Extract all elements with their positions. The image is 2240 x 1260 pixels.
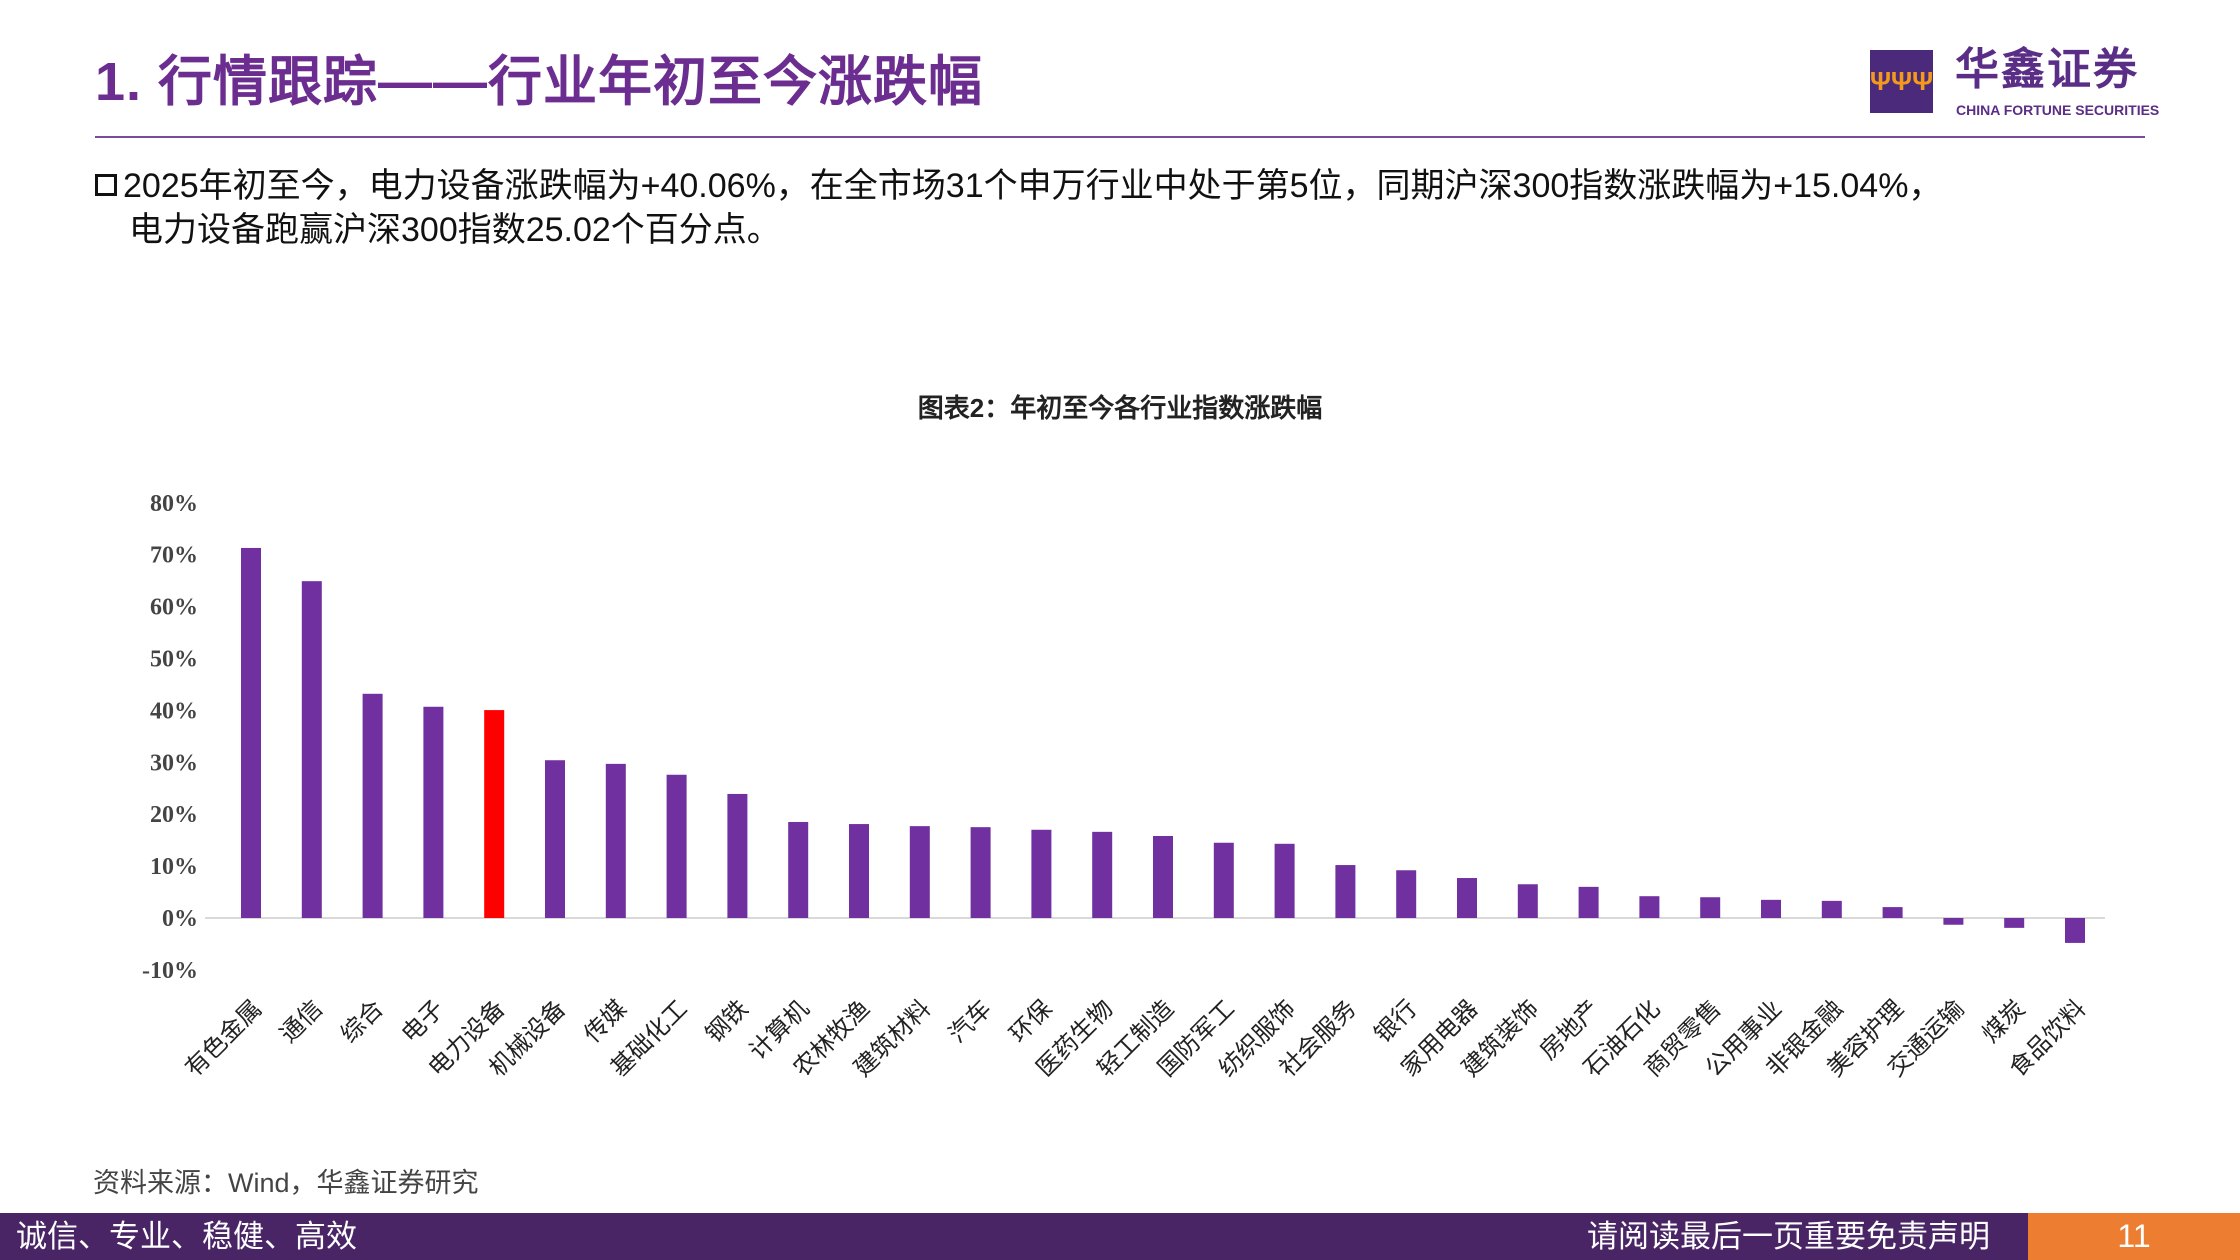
bar-19 [1396, 870, 1417, 918]
bar-17 [1274, 843, 1295, 918]
category-label: 综合 [335, 994, 389, 1048]
bar-23 [1639, 896, 1660, 918]
y-tick-label: 10% [150, 854, 198, 880]
y-tick-label: 20% [150, 802, 198, 828]
bar-28 [1943, 918, 1964, 925]
summary-line-1: 2025年初至今，电力设备涨跌幅为+40.06%，在全市场31个申万行业中处于第… [123, 167, 1943, 205]
bar-18 [1335, 865, 1356, 918]
y-tick-label: 0% [162, 906, 198, 932]
bar-2 [362, 693, 383, 918]
bar-3 [423, 706, 444, 918]
page-title: 1. 行情跟踪——行业年初至今涨跌幅 [95, 52, 984, 112]
category-label: 通信 [274, 994, 328, 1048]
title-divider [95, 136, 2145, 138]
category-label: 有色金属 [180, 994, 268, 1082]
y-tick-label: 40% [150, 698, 198, 724]
square-bullet-icon [95, 174, 117, 196]
bar-25 [1761, 899, 1781, 918]
category-label: 电子 [396, 994, 450, 1048]
y-tick-label: 70% [150, 543, 198, 569]
bar-14 [1092, 831, 1113, 918]
bar-chart: -10% 0% 10% 20% 30% 40% 50% 60% 70% 80% 有色金属 通信 综合 电子… [142, 491, 2105, 1082]
bar-8 [727, 793, 748, 918]
y-tick-label: 30% [150, 750, 198, 776]
bar-4 [484, 710, 505, 918]
y-tick-label: 50% [150, 647, 198, 673]
bar-26 [1821, 900, 1842, 918]
bar-24 [1700, 897, 1721, 918]
category-label: 银行 [1369, 994, 1423, 1048]
bar-7 [666, 774, 687, 918]
bar-9 [788, 821, 809, 918]
page-number: 11 [2028, 1213, 2240, 1260]
bar-27 [1882, 907, 1903, 918]
category-label: 传媒 [578, 994, 632, 1048]
category-label: 煤炭 [1977, 994, 2031, 1048]
y-tick-label: -10% [142, 958, 198, 984]
logo-name-en: CHINA FORTUNE SECURITIES [1956, 102, 2160, 118]
bar-20 [1457, 878, 1477, 918]
logo-emblem-icon: ΨΨΨ [1870, 50, 1933, 113]
summary-text: 2025年初至今，电力设备涨跌幅为+40.06%，在全市场31个申万行业中处于第… [95, 164, 2195, 252]
category-label: 钢铁 [700, 994, 754, 1048]
y-tick-label: 60% [150, 595, 198, 621]
bar-22 [1578, 886, 1599, 918]
bar-29 [2004, 918, 2025, 928]
bar-30 [2065, 918, 2085, 943]
bar-15 [1153, 835, 1173, 918]
y-tick-label: 80% [150, 491, 198, 517]
logo-name-cn: 华鑫证券 [1955, 45, 2139, 94]
footer-disclaimer: 请阅读最后一页重要免责声明 [1587, 1219, 1990, 1254]
bar-6 [605, 763, 626, 918]
bar-10 [849, 824, 869, 918]
category-label: 汽车 [943, 994, 997, 1048]
bar-5 [545, 760, 565, 918]
bar-0 [241, 547, 261, 918]
footer-slogan: 诚信、专业、稳健、高效 [16, 1219, 357, 1254]
bar-21 [1517, 884, 1538, 918]
bar-1 [301, 581, 322, 918]
source-note: 资料来源：Wind，华鑫证券研究 [93, 1168, 479, 1198]
summary-line-2: 电力设备跑赢沪深300指数25.02个百分点。 [129, 211, 781, 249]
bar-16 [1213, 842, 1234, 918]
category-label: 环保 [1004, 994, 1058, 1048]
bar-12 [970, 827, 991, 918]
bar-13 [1031, 829, 1052, 918]
chart-title: 图表2：年初至今各行业指数涨跌幅 [917, 393, 1323, 423]
bar-11 [909, 826, 930, 918]
footer-bar: 诚信、专业、稳健、高效 请阅读最后一页重要免责声明 11 [0, 1213, 2240, 1260]
company-logo: ΨΨΨ 华鑫证券 CHINA FORTUNE SECURITIES [1870, 46, 2170, 126]
